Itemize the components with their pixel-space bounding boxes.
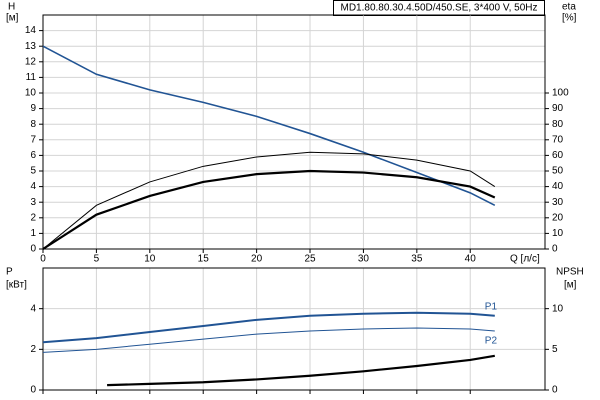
x-label: Q [л/с] [510,254,540,265]
plot-frame [42,267,546,391]
y-tick-label: 10 [25,88,37,99]
y-label: H [8,2,15,13]
y2-tick-label: 90 [552,103,564,114]
y2-label: NPSH [556,267,584,278]
x-tick-label: 25 [304,254,316,265]
series-line [42,327,495,353]
y2-tick-label: 10 [552,228,564,239]
y2-tick-label: 10 [552,303,564,314]
y2-tick-label: 60 [552,150,564,161]
series-line [42,311,495,344]
y-tick-label: 2 [30,344,36,355]
series-line [42,169,496,250]
x-tick-label: 0 [40,254,46,265]
y-tick-label: 13 [25,41,37,52]
y2-tick-label: 80 [552,119,564,130]
x-tick-label: 35 [411,254,423,265]
series-line [42,151,496,250]
x-tick-label: 20 [251,254,263,265]
series-line [107,354,495,387]
y-tick-label: 7 [30,134,36,145]
y-label: P [6,267,13,278]
y-tick-label: 11 [26,72,37,83]
y-tick-label: 0 [30,385,36,396]
y-tick-label: 5 [30,166,36,177]
y2-unit: [м] [564,280,577,291]
plot-frame [42,14,546,250]
y-tick-label: 14 [25,25,37,36]
y2-tick-label: 5 [552,344,558,355]
y-tick-label: 3 [30,197,36,208]
y-tick-label: 0 [30,244,36,255]
y2-tick-label: 50 [552,166,564,177]
y-tick-label: 4 [30,181,36,192]
y2-tick-label: 20 [552,212,564,223]
y-tick-label: 9 [30,103,36,114]
y2-unit: [%] [562,13,577,24]
x-tick-label: 40 [465,254,477,265]
y2-tick-label: 0 [552,244,558,255]
y-tick-label: 12 [25,56,37,67]
chart-title: MD1.80.80.30.4.50D/450.SE, 3*400 V, 50Hz [341,3,538,14]
x-tick-label: 30 [358,254,370,265]
series-line [42,45,496,207]
y2-tick-label: 40 [552,181,564,192]
y-tick-label: 4 [30,303,36,314]
y-tick-label: 8 [30,119,36,130]
series-label: P2 [485,336,498,347]
y2-tick-label: 0 [552,385,558,396]
y-unit: [м] [6,13,19,24]
x-tick-label: 5 [94,254,100,265]
y2-tick-label: 70 [552,134,564,145]
series-label: P1 [485,301,498,312]
y-tick-label: 1 [30,228,36,239]
x-tick-label: 10 [144,254,156,265]
x-tick-label: 15 [198,254,210,265]
y-tick-label: 6 [30,150,36,161]
y-unit: [кВт] [6,280,27,291]
y2-tick-label: 30 [552,197,564,208]
y2-tick-label: 100 [552,88,569,99]
y-tick-label: 2 [30,212,36,223]
y2-label: eta [562,2,576,13]
